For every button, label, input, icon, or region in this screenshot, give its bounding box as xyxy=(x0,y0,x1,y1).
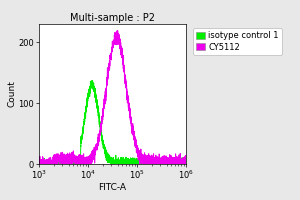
Y-axis label: Count: Count xyxy=(8,81,17,107)
Legend: isotype control 1, CY5112: isotype control 1, CY5112 xyxy=(193,28,282,55)
Title: Multi-sample : P2: Multi-sample : P2 xyxy=(70,13,155,23)
X-axis label: FITC-A: FITC-A xyxy=(98,183,127,192)
